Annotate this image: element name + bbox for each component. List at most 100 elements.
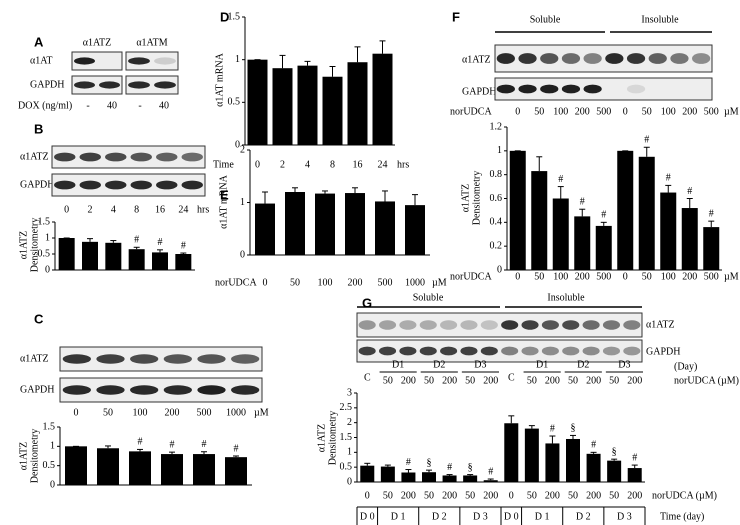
blot-band bbox=[605, 53, 624, 64]
blot-band bbox=[130, 385, 159, 395]
day-label: (Day) bbox=[674, 361, 697, 372]
y-tick-label: 0.5 bbox=[38, 248, 51, 259]
group-label: Insoluble bbox=[641, 14, 679, 25]
x-axis-label: norUDCA (µM) bbox=[652, 490, 717, 501]
x-tick-label: 200 bbox=[586, 490, 601, 501]
x-tick-label: 100 bbox=[133, 407, 148, 418]
dose-label: norUDCA (µM) bbox=[674, 375, 739, 386]
blot-band bbox=[561, 84, 581, 94]
bar bbox=[638, 156, 655, 270]
y-tick-label: 1.5 bbox=[340, 432, 353, 443]
blot-band bbox=[692, 53, 711, 64]
y-tick-label: 0.5 bbox=[228, 97, 241, 108]
day: D 3 bbox=[617, 511, 632, 522]
bar bbox=[315, 193, 335, 255]
x-axis-label: norUDCA bbox=[215, 277, 257, 288]
blot-band bbox=[602, 320, 621, 330]
x-tick-label: 0 bbox=[263, 277, 268, 288]
blot bbox=[71, 75, 123, 95]
bar bbox=[65, 446, 87, 485]
blot-band bbox=[583, 84, 602, 94]
blot-band bbox=[670, 53, 689, 64]
dox: - bbox=[138, 100, 141, 111]
y-tick-label: 1 bbox=[45, 232, 50, 243]
top-dose: 200 bbox=[545, 375, 560, 386]
annotation: # bbox=[558, 174, 563, 185]
panel-letter: F bbox=[452, 9, 460, 24]
annotation: # bbox=[591, 440, 596, 451]
x-tick-label: 50 bbox=[465, 490, 475, 501]
y-tick-label: 1.5 bbox=[43, 421, 56, 432]
bar bbox=[617, 150, 634, 270]
x-tick-label: 0 bbox=[623, 271, 628, 282]
blot-band bbox=[541, 346, 559, 356]
blot bbox=[59, 346, 263, 372]
x-tick-label: 0 bbox=[623, 106, 628, 117]
bar bbox=[586, 453, 601, 482]
blot-band bbox=[130, 152, 152, 162]
blot-band bbox=[130, 180, 152, 190]
bar bbox=[272, 68, 293, 145]
blot-band bbox=[163, 354, 192, 364]
blot-band bbox=[62, 354, 91, 364]
panel-letter: G bbox=[362, 295, 372, 310]
y-tick-label: 1.5 bbox=[228, 11, 241, 22]
y-axis-label: Densitometry bbox=[327, 411, 338, 465]
bar bbox=[442, 475, 457, 482]
top-group: C bbox=[508, 372, 515, 383]
y-tick-label: 1.2 bbox=[490, 121, 503, 132]
annotation: # bbox=[170, 439, 175, 450]
dox: 40 bbox=[159, 100, 169, 111]
blot-band bbox=[648, 53, 667, 64]
blot-row: GAPDH bbox=[20, 384, 54, 395]
blot bbox=[494, 77, 713, 101]
x-tick-label: 4 bbox=[305, 159, 310, 170]
y-axis-label: α1AT mRNA bbox=[214, 52, 225, 106]
blot bbox=[356, 339, 643, 363]
bar bbox=[372, 53, 393, 146]
blot-band bbox=[163, 385, 192, 395]
blot-band bbox=[521, 346, 539, 356]
bar bbox=[566, 438, 580, 482]
bar bbox=[545, 443, 560, 482]
bar bbox=[128, 249, 145, 270]
x-axis-label: norUDCA bbox=[450, 106, 492, 117]
x-tick-label: 1000 bbox=[226, 407, 246, 418]
x-tick-label: 8 bbox=[134, 204, 139, 215]
bar bbox=[360, 465, 375, 482]
bar bbox=[504, 423, 519, 482]
blot-band bbox=[181, 152, 203, 162]
blot-band bbox=[378, 320, 397, 330]
y-axis-label: α1ATZ bbox=[18, 442, 29, 471]
blot-band bbox=[99, 81, 120, 89]
day: D 1 bbox=[391, 511, 406, 522]
annotation: # bbox=[134, 235, 139, 246]
annotation: # bbox=[550, 423, 555, 434]
x-tick-label: 0 bbox=[74, 407, 79, 418]
y-tick-label: 1 bbox=[240, 197, 245, 208]
bar bbox=[255, 203, 275, 255]
blot-band bbox=[74, 57, 95, 65]
blot-row: α1ATZ bbox=[20, 353, 49, 364]
x-tick-label: 0 bbox=[515, 271, 520, 282]
dox: - bbox=[86, 100, 89, 111]
x-tick-label: 200 bbox=[483, 490, 498, 501]
blot-band bbox=[128, 81, 150, 89]
annotation: # bbox=[181, 240, 186, 251]
y-tick-label: 0.8 bbox=[490, 169, 503, 180]
blot-row: α1AT bbox=[30, 55, 52, 66]
x-tick-label: 50 bbox=[103, 407, 113, 418]
day: D 3 bbox=[473, 511, 488, 522]
blot-column: α1ATZ bbox=[83, 37, 112, 48]
top-group: D1 bbox=[536, 359, 548, 370]
bar bbox=[463, 475, 478, 482]
bar bbox=[193, 454, 215, 485]
x-tick-label: 500 bbox=[378, 277, 393, 288]
x-tick-label: 100 bbox=[661, 106, 676, 117]
blot-band bbox=[521, 320, 539, 330]
y-tick-label: 1 bbox=[235, 54, 240, 65]
y-tick-label: 2 bbox=[240, 144, 245, 155]
top-dose: 50 bbox=[609, 375, 619, 386]
bar bbox=[607, 460, 622, 482]
x-tick-label: 500 bbox=[704, 271, 719, 282]
